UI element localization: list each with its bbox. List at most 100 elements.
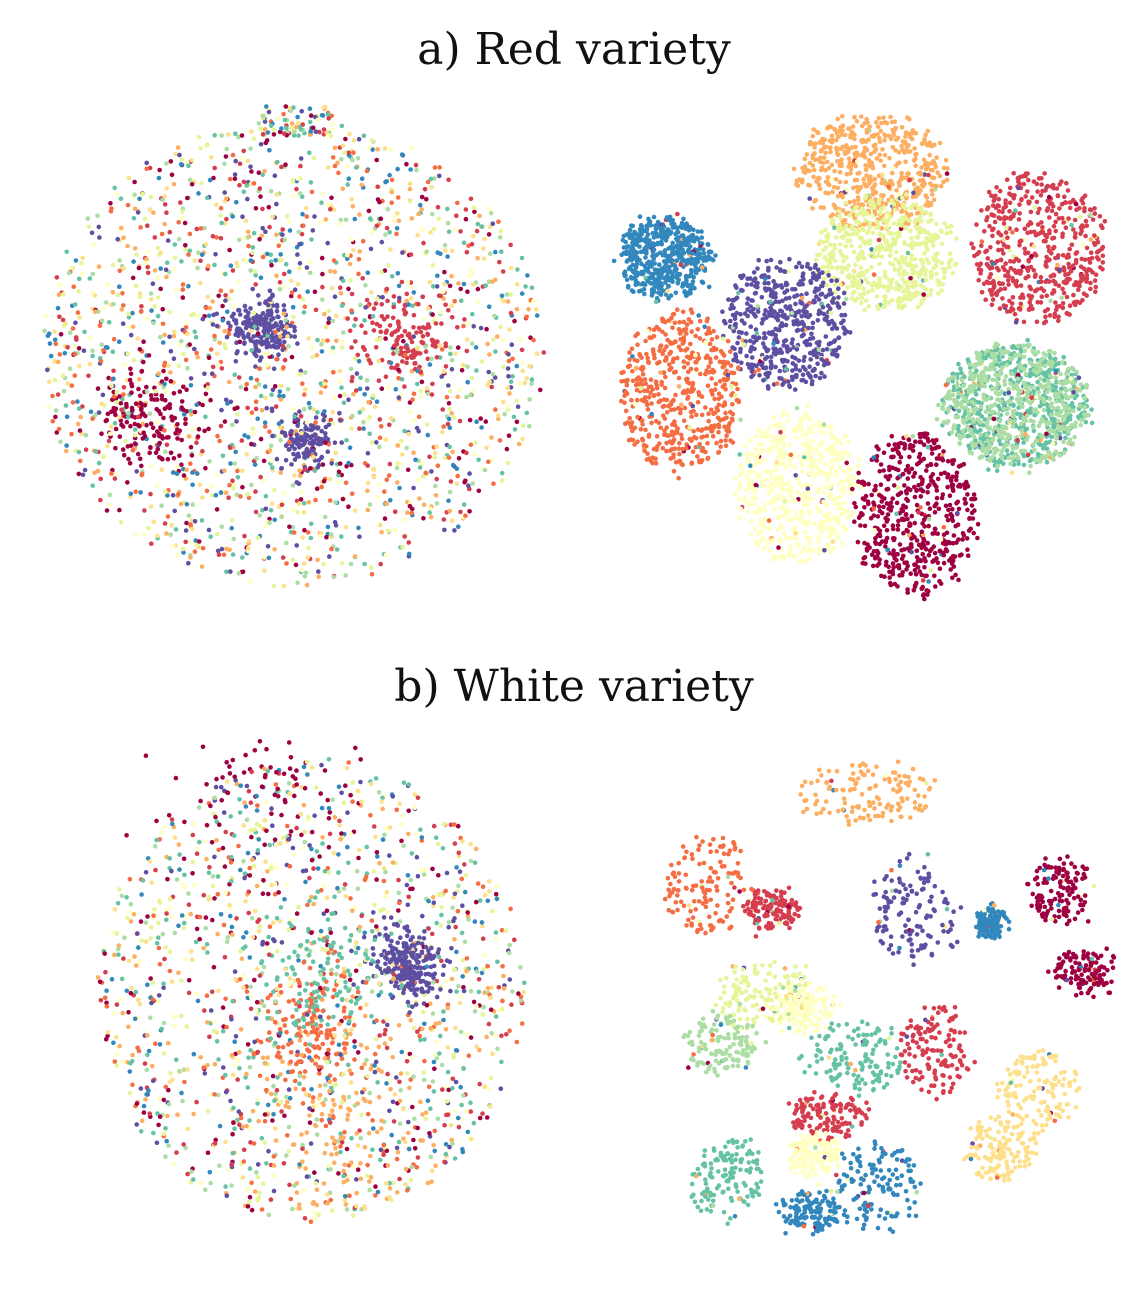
- scatter-point: [1054, 186, 1060, 191]
- scatter-point: [1000, 265, 1006, 270]
- scatter-point: [314, 352, 320, 358]
- scatter-point: [1082, 208, 1087, 214]
- scatter-point: [292, 328, 298, 334]
- scatter-point: [437, 355, 443, 360]
- scatter-point: [883, 294, 888, 299]
- scatter-point: [220, 303, 225, 309]
- scatter-point: [830, 218, 836, 224]
- scatter-point: [208, 397, 213, 403]
- scatter-point: [277, 393, 282, 399]
- scatter-point: [621, 245, 627, 250]
- scatter-point: [1006, 273, 1011, 279]
- scatter-point: [402, 384, 407, 389]
- scatter-point: [197, 482, 203, 487]
- scatter-point: [223, 397, 229, 403]
- scatter-point: [278, 320, 284, 325]
- scatter-point: [819, 370, 824, 376]
- scatter-point: [232, 317, 237, 323]
- scatter-point: [527, 423, 532, 429]
- scatter-point: [1066, 216, 1071, 221]
- scatter-point: [248, 579, 253, 584]
- scatter-point: [151, 519, 157, 524]
- scatter-point: [642, 263, 648, 269]
- scatter-point: [245, 492, 250, 497]
- scatter-point: [271, 366, 277, 372]
- scatter-point: [1038, 193, 1044, 198]
- scatter-point: [455, 345, 461, 350]
- scatter-point: [252, 351, 258, 357]
- scatter-point: [1046, 194, 1052, 200]
- scatter-point: [168, 159, 174, 164]
- scatter-point: [913, 152, 918, 157]
- scatter-point: [423, 349, 429, 354]
- scatter-point: [936, 291, 941, 296]
- scatter-point: [361, 133, 367, 138]
- scatter-point: [1046, 244, 1051, 250]
- scatter-point: [1080, 297, 1085, 303]
- scatter-point: [349, 426, 354, 431]
- scatter-point: [174, 287, 179, 293]
- scatter-point: [181, 384, 186, 390]
- scatter-point: [129, 381, 134, 387]
- scatter-point: [248, 268, 253, 273]
- scatter-point: [135, 336, 140, 341]
- scatter-point: [905, 250, 911, 256]
- scatter-point: [867, 161, 873, 167]
- scatter-point: [320, 462, 326, 467]
- scatter-point: [243, 314, 249, 320]
- scatter-point: [419, 207, 425, 212]
- scatter-point: [1052, 314, 1057, 320]
- scatter-point: [487, 352, 492, 357]
- scatter-point: [491, 481, 496, 487]
- scatter-point: [133, 283, 139, 288]
- scatter-point: [127, 377, 133, 383]
- scatter-point: [1018, 238, 1024, 244]
- scatter-point: [983, 297, 988, 302]
- scatter-point: [449, 367, 455, 372]
- scatter-point: [177, 389, 183, 394]
- scatter-point: [425, 391, 431, 397]
- scatter-point: [192, 549, 198, 554]
- scatter-point: [262, 568, 267, 573]
- scatter-point: [1010, 295, 1016, 300]
- scatter-point: [207, 177, 213, 183]
- scatter-point: [1059, 295, 1064, 301]
- scatter-point: [299, 231, 305, 237]
- scatter-point: [462, 317, 467, 322]
- scatter-point: [308, 466, 313, 471]
- scatter-point: [1025, 189, 1030, 194]
- scatter-point: [1033, 253, 1039, 258]
- scatter-point: [885, 288, 891, 293]
- scatter-point: [294, 480, 300, 485]
- scatter-point: [397, 295, 402, 301]
- scatter-point: [409, 510, 415, 516]
- scatter-point: [1061, 267, 1067, 272]
- scatter-point: [227, 176, 233, 182]
- scatter-point: [747, 276, 753, 281]
- scatter-point: [343, 524, 349, 530]
- scatter-point: [411, 312, 417, 318]
- scatter-point: [250, 250, 255, 256]
- scatter-point: [239, 133, 245, 138]
- scatter-point: [232, 372, 238, 378]
- scatter-point: [663, 268, 669, 273]
- scatter-point: [179, 215, 184, 221]
- scatter-point: [93, 309, 98, 314]
- scatter-point: [432, 176, 437, 181]
- scatter-point: [1003, 198, 1008, 203]
- scatter-point: [872, 176, 878, 182]
- scatter-point: [298, 127, 304, 132]
- scatter-point: [1074, 299, 1080, 305]
- scatter-point: [330, 121, 335, 127]
- scatter-point: [947, 264, 952, 270]
- scatter-point: [482, 467, 488, 473]
- scatter-point: [851, 268, 857, 274]
- scatter-point: [231, 536, 236, 542]
- scatter-point: [280, 232, 285, 238]
- scatter-point: [838, 216, 844, 221]
- scatter-point: [244, 183, 250, 188]
- scatter-point: [329, 113, 335, 119]
- scatter-point: [919, 165, 924, 170]
- scatter-point: [151, 320, 156, 326]
- scatter-point: [911, 181, 917, 187]
